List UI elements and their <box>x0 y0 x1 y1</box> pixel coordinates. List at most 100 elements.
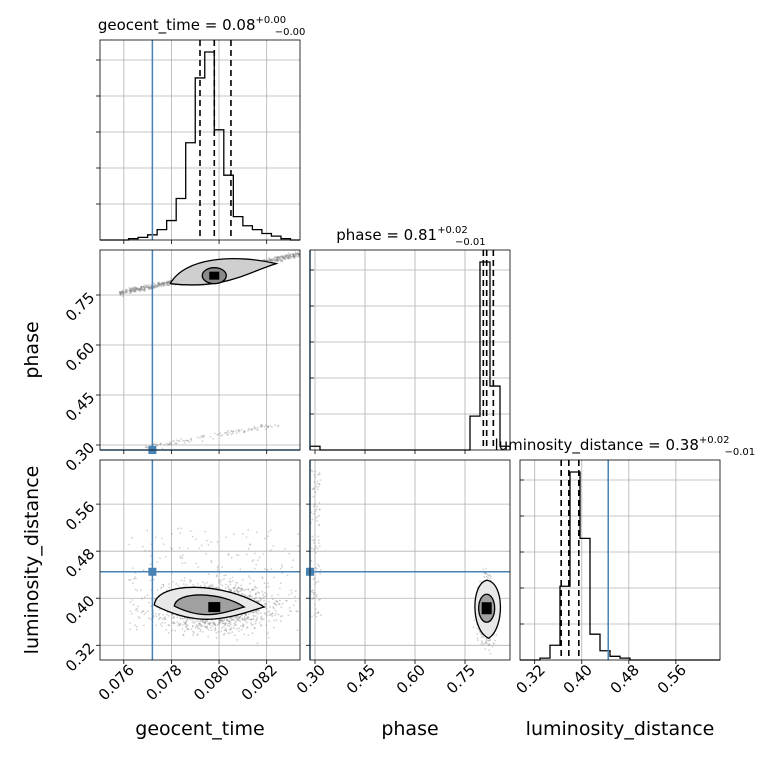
sample-point <box>278 256 280 259</box>
sample-point <box>230 556 233 559</box>
sample-point <box>223 574 226 577</box>
sample-point <box>274 259 276 262</box>
sample-point <box>275 612 278 615</box>
sample-point <box>279 615 282 618</box>
sample-point <box>190 437 193 440</box>
sample-point <box>297 253 300 256</box>
sample-point <box>247 547 250 550</box>
sample-point <box>251 595 254 598</box>
sample-point <box>485 567 488 570</box>
sample-point <box>152 285 155 287</box>
sample-point <box>204 530 207 533</box>
sample-point <box>258 556 261 559</box>
sample-point <box>291 254 294 257</box>
sample-point <box>239 568 242 571</box>
sample-point <box>285 255 288 258</box>
sample-point <box>264 428 267 431</box>
sample-point <box>120 291 123 294</box>
sample-point <box>221 579 223 581</box>
sample-point <box>253 567 256 570</box>
sample-point <box>273 258 276 260</box>
sample-point <box>137 288 140 291</box>
sample-point <box>269 259 272 262</box>
sample-point <box>160 284 163 287</box>
sample-point <box>160 442 163 445</box>
sample-point <box>202 631 204 633</box>
sample-point <box>294 254 296 257</box>
sample-point <box>145 286 147 289</box>
sample-point <box>297 252 299 255</box>
sample-point <box>141 286 144 288</box>
sample-point <box>165 442 168 445</box>
sample-point <box>234 621 237 623</box>
sample-point <box>138 289 140 291</box>
sample-point <box>215 631 218 634</box>
sample-point <box>294 255 297 258</box>
sample-point <box>160 537 163 540</box>
sample-point <box>274 256 276 259</box>
sample-point <box>173 440 175 442</box>
sample-point <box>166 281 169 284</box>
sample-point <box>121 291 124 294</box>
sample-point <box>136 287 139 290</box>
sample-point <box>190 580 193 582</box>
sample-point <box>296 252 299 255</box>
sample-point <box>124 290 126 292</box>
sample-point <box>191 621 194 623</box>
sample-point <box>286 257 289 260</box>
sample-point <box>193 632 195 635</box>
sample-point <box>156 285 159 287</box>
sample-point <box>275 260 278 263</box>
sample-point <box>219 619 222 622</box>
sample-point <box>254 552 256 555</box>
sample-point <box>267 585 270 588</box>
sample-point <box>260 615 263 618</box>
sample-point <box>290 255 293 258</box>
sample-point <box>287 257 290 260</box>
sample-point <box>262 618 265 620</box>
sample-point <box>199 436 201 439</box>
sample-point <box>234 586 237 588</box>
sample-point <box>179 616 181 618</box>
sample-point <box>183 621 186 624</box>
sample-point <box>201 581 204 583</box>
sample-point <box>242 532 244 535</box>
sample-point <box>144 286 147 289</box>
sample-point <box>212 437 215 440</box>
sample-point <box>284 254 286 256</box>
sample-point <box>251 632 254 634</box>
sample-point <box>187 439 189 442</box>
sample-point <box>157 283 160 286</box>
sample-point <box>277 257 280 260</box>
sample-point <box>235 554 238 556</box>
sample-point <box>226 433 229 436</box>
sample-point <box>254 615 257 617</box>
axes-frame <box>99 39 301 241</box>
sample-point <box>121 291 124 294</box>
sample-point <box>233 533 236 536</box>
sample-point <box>283 257 286 260</box>
sample-point <box>283 256 285 259</box>
sample-point <box>134 290 137 292</box>
sample-point <box>228 431 230 434</box>
sample-point <box>215 636 218 639</box>
sample-point <box>276 258 279 261</box>
sample-point <box>230 628 232 631</box>
sample-point <box>243 633 246 636</box>
sample-point <box>230 588 233 591</box>
sample-point <box>240 589 243 592</box>
sample-point <box>137 287 140 290</box>
sample-point <box>202 435 205 437</box>
sample-point <box>181 556 184 559</box>
sample-point <box>233 590 236 593</box>
sample-point <box>181 617 184 620</box>
sample-point <box>209 435 212 438</box>
sample-point <box>297 545 299 547</box>
sample-point <box>241 428 244 431</box>
sample-point <box>246 617 249 620</box>
sample-point <box>131 288 134 290</box>
sample-point <box>156 286 159 289</box>
sample-point <box>255 531 258 534</box>
sample-point <box>265 607 268 610</box>
sample-point <box>229 623 232 626</box>
